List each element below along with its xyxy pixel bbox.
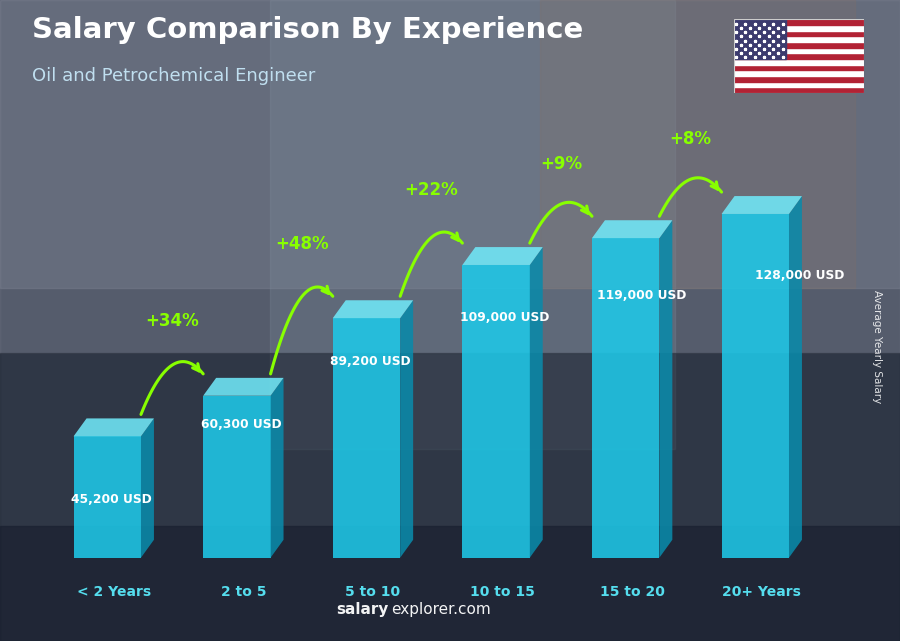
Polygon shape xyxy=(463,247,543,265)
Polygon shape xyxy=(463,265,530,558)
Text: 119,000 USD: 119,000 USD xyxy=(598,289,687,302)
Text: Oil and Petrochemical Engineer: Oil and Petrochemical Engineer xyxy=(32,67,315,85)
Polygon shape xyxy=(592,238,660,558)
Text: 2 to 5: 2 to 5 xyxy=(220,585,266,599)
Text: 60,300 USD: 60,300 USD xyxy=(201,419,281,431)
Bar xyxy=(540,0,855,288)
Text: +8%: +8% xyxy=(670,130,712,148)
Polygon shape xyxy=(74,419,154,437)
Bar xyxy=(0,0,900,353)
Bar xyxy=(734,19,786,59)
Bar xyxy=(0,353,900,641)
Text: < 2 Years: < 2 Years xyxy=(76,585,151,599)
Text: +34%: +34% xyxy=(145,312,199,330)
Polygon shape xyxy=(722,214,789,558)
Bar xyxy=(270,0,675,449)
Bar xyxy=(734,31,864,37)
Text: 45,200 USD: 45,200 USD xyxy=(71,493,152,506)
Text: Average Yearly Salary: Average Yearly Salary xyxy=(871,290,882,403)
Bar xyxy=(734,53,864,59)
Text: Salary Comparison By Experience: Salary Comparison By Experience xyxy=(32,16,583,44)
Polygon shape xyxy=(203,378,284,395)
Polygon shape xyxy=(203,395,271,558)
Bar xyxy=(734,81,864,87)
Bar xyxy=(734,37,864,42)
Text: 20+ Years: 20+ Years xyxy=(723,585,801,599)
Bar xyxy=(734,71,864,76)
Polygon shape xyxy=(660,221,672,558)
Bar xyxy=(734,42,864,47)
Text: salary: salary xyxy=(337,602,389,617)
Text: 109,000 USD: 109,000 USD xyxy=(460,311,549,324)
Text: 5 to 10: 5 to 10 xyxy=(346,585,400,599)
Text: 10 to 15: 10 to 15 xyxy=(470,585,535,599)
Polygon shape xyxy=(333,318,400,558)
Text: +9%: +9% xyxy=(540,154,582,172)
Polygon shape xyxy=(722,196,802,214)
Bar xyxy=(734,47,864,53)
Bar xyxy=(0,526,900,641)
Text: 15 to 20: 15 to 20 xyxy=(599,585,664,599)
Polygon shape xyxy=(141,419,154,558)
Polygon shape xyxy=(333,300,413,318)
Bar xyxy=(0,0,900,288)
Polygon shape xyxy=(530,247,543,558)
Bar xyxy=(734,25,864,31)
Polygon shape xyxy=(74,437,141,558)
Polygon shape xyxy=(271,378,284,558)
Text: explorer.com: explorer.com xyxy=(392,602,491,617)
Bar xyxy=(734,87,864,93)
Polygon shape xyxy=(789,196,802,558)
Bar xyxy=(734,59,864,65)
Text: +48%: +48% xyxy=(274,235,328,253)
Polygon shape xyxy=(592,221,672,238)
Bar xyxy=(734,76,864,81)
Text: +22%: +22% xyxy=(404,181,458,199)
Bar xyxy=(734,19,864,25)
Text: 89,200 USD: 89,200 USD xyxy=(330,354,410,368)
Bar xyxy=(734,65,864,71)
Polygon shape xyxy=(400,300,413,558)
Text: 128,000 USD: 128,000 USD xyxy=(755,269,845,282)
